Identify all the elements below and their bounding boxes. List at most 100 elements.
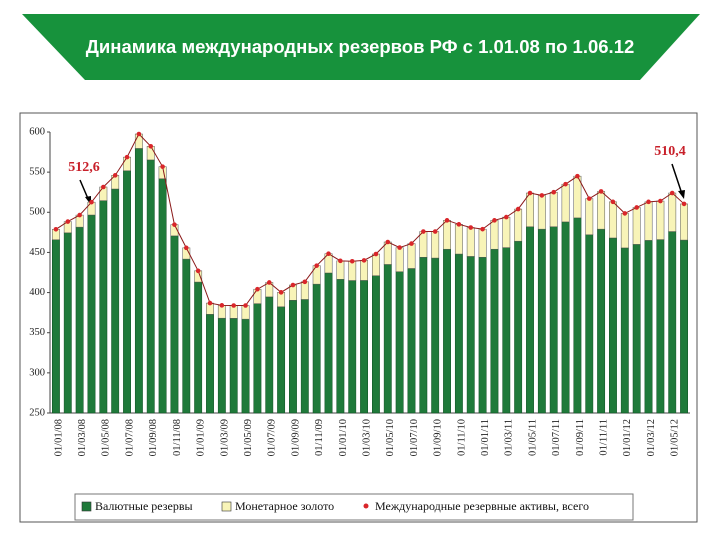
title: Динамика международных резервов РФ с 1.0… [86,36,635,57]
bar-segment [620,247,629,414]
bar-segment [478,228,487,258]
bar-segment [585,234,594,414]
bar-segment [407,268,416,414]
bar-segment [87,214,96,414]
y-tick-label: 400 [29,287,45,298]
arrow-head [678,190,685,199]
bar-segment [395,271,404,414]
total-dot [527,190,533,196]
total-dot [266,280,272,285]
title-banner [22,14,700,80]
bar-segment [526,192,534,227]
total-dot [515,206,521,212]
total-dot [634,205,639,210]
total-dot [610,199,616,205]
x-tick-label: 01/01/08 [53,419,64,456]
total-dot [598,189,604,194]
total-dot [622,211,628,216]
total-dot [219,303,225,308]
bar-segment [454,253,463,414]
bar-segment [443,220,451,250]
bar-segment [597,191,606,230]
x-tick-label: 01/03/10 [361,419,372,456]
total-dot [409,241,414,246]
bar-segment [300,299,309,414]
bar-segment [561,221,570,414]
x-tick-label: 01/05/11 [527,419,538,456]
bar-segment [407,243,416,269]
bar-segment [680,203,688,241]
bar-segment [526,226,534,414]
x-tick-label: 01/09/09 [290,419,301,456]
legend-label: Международные резервные активы, всего [375,499,589,513]
bar-segment [443,248,451,414]
bar-segment [170,235,179,414]
x-tick-label: 01/05/08 [101,419,112,456]
total-dot [646,199,651,205]
y-tick-label: 300 [29,367,45,378]
bar-segment [265,296,274,414]
bar-segment [490,220,499,250]
bar-segment [289,300,297,414]
bar-segment [537,195,546,230]
legend-label: Монетарное золото [235,499,334,513]
total-dot [136,131,142,137]
total-dot [432,229,438,234]
total-dot [326,251,331,257]
annotation: 512,6 [68,160,100,175]
annotation: 510,4 [654,144,686,159]
total-dot [444,218,450,223]
y-tick-label: 250 [29,407,45,418]
x-tick-label: 01/11/09 [314,419,325,456]
bar-segment [182,258,191,414]
total-dot [575,173,580,179]
total-dot [361,258,367,263]
bar-segment [419,256,428,414]
bar-segment [111,188,120,414]
bar-segment [99,200,108,414]
total-dot [112,173,118,178]
bar-segment [383,241,392,265]
bar-segment [514,208,523,242]
bar-segment [300,281,309,300]
x-tick-label: 01/03/09 [219,419,230,456]
x-tick-label: 01/05/12 [670,419,681,456]
bar-segment [372,275,380,414]
bar-segment [348,261,357,281]
x-tick-label: 01/03/12 [646,419,657,456]
x-tick-label: 01/01/12 [622,419,633,456]
bar-segment [573,175,582,219]
y-tick-label: 500 [29,207,45,218]
x-tick-label: 01/11/10 [456,419,467,456]
bar-segment [549,226,558,414]
bar-segment [668,231,677,414]
bar-segment [52,239,60,414]
bar-segment [360,260,368,281]
total-dot [195,268,201,274]
bar-segment [620,213,629,249]
bar-segment [573,217,582,414]
x-tick-label: 01/05/10 [385,419,396,456]
total-dot [397,245,402,250]
total-dot [243,303,248,308]
total-dot [456,222,462,227]
arrow [671,163,683,195]
total-dot [290,282,296,288]
bar-segment [348,280,357,414]
x-tick-label: 01/11/11 [599,419,610,456]
bar-segment [502,247,511,414]
bar-segment [656,239,665,414]
total-dot [669,190,675,196]
total-dot [373,251,379,257]
bar-segment [253,303,262,414]
total-dot [148,143,154,149]
bar-segment [194,281,203,414]
bar-segment [431,257,440,414]
bar-segment [206,314,214,414]
bar-segment [158,178,167,414]
x-tick-label: 01/05/09 [243,419,254,456]
total-dot [314,263,319,268]
bar-segment [229,318,238,414]
x-tick-label: 01/01/09 [196,419,207,456]
